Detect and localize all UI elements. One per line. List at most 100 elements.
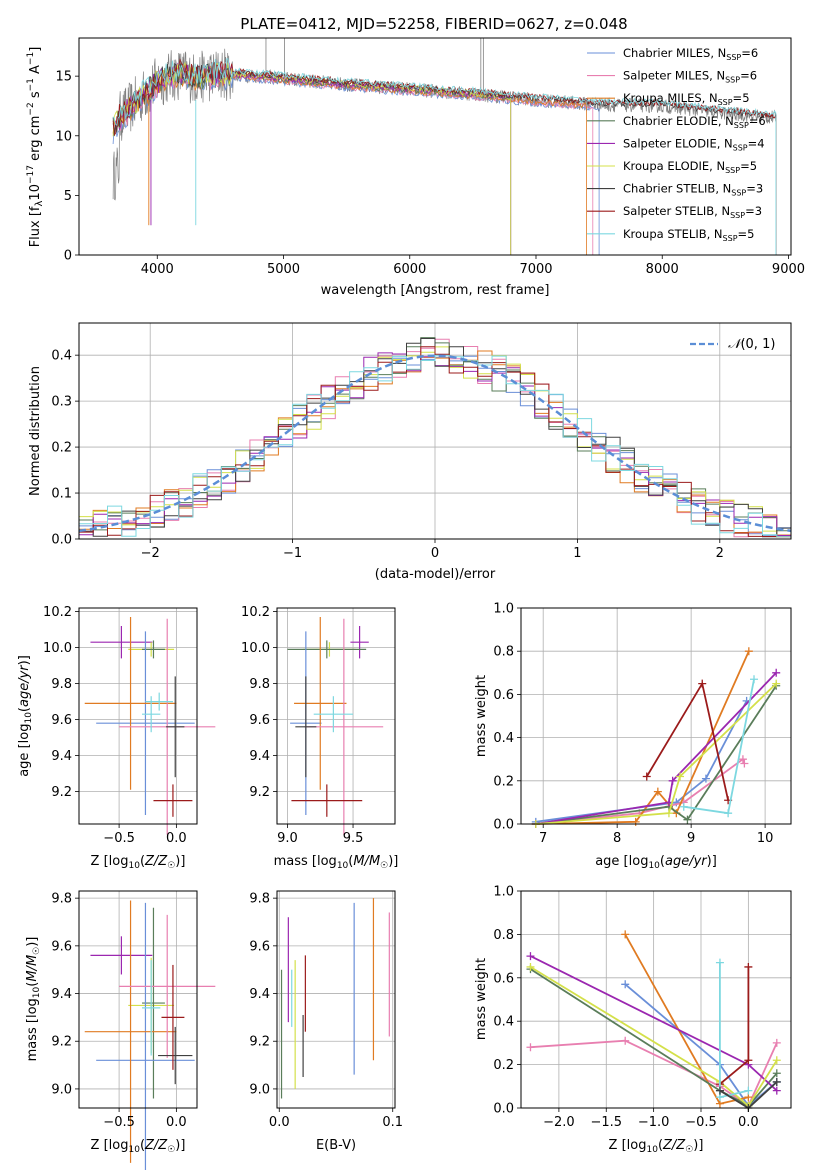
weight-marker xyxy=(744,1086,753,1095)
x-tick-label: −0.5 xyxy=(103,1115,135,1130)
legend-entry-5: Kroupa ELODIE, NSSP=5 xyxy=(623,159,757,175)
y-tick-label: 0.2 xyxy=(493,774,514,789)
x-tick-label: 7 xyxy=(539,831,547,846)
x-tick-label: 10 xyxy=(757,831,774,846)
legend-entry-7: Salpeter STELIB, NSSP=3 xyxy=(623,204,762,220)
weight-marker xyxy=(715,1086,724,1095)
mass-Z-xlabel: Z [log10(Z/Z☉)] xyxy=(91,1138,186,1155)
legend-name: Salpeter STELIB xyxy=(623,204,714,218)
weight-marker xyxy=(668,776,677,785)
y-tick-label: 9.8 xyxy=(249,677,270,692)
y-tick-label: 0.4 xyxy=(493,1015,514,1030)
x-tick-label: 0.0 xyxy=(738,1115,759,1130)
x-tick-label: 0.1 xyxy=(382,1115,403,1130)
weight-marker xyxy=(701,774,710,783)
y-tick-label: 0.2 xyxy=(493,1058,514,1073)
normal-legend-label: 𝒩(0, 1) xyxy=(728,337,775,352)
residual-panel: −2 −1 0 1 2 0.0 0.1 0.2 0.3 0.4 (data-model)/erro… xyxy=(28,322,792,582)
y-tick-label: 9.6 xyxy=(51,939,72,954)
x-tick-label: 9000 xyxy=(772,262,805,277)
y-tick-label: 0.4 xyxy=(493,731,514,746)
weight-line-3 xyxy=(535,685,777,825)
y-tick-label: 9.6 xyxy=(249,939,270,954)
legend-nssp: 3 xyxy=(755,204,762,218)
legend-entry-2: Kroupa MILES, NSSP=5 xyxy=(623,91,750,107)
y-tick-label: 9.4 xyxy=(51,749,72,764)
y-tick-label: 9.2 xyxy=(249,1035,270,1050)
age-Z-xlabel: Z [log10(Z/Z☉)] xyxy=(91,854,186,871)
y-tick-label: 0.3 xyxy=(51,395,72,410)
y-tick-label: 0 xyxy=(64,249,72,264)
weight-Z-ylabel: mass weight xyxy=(474,958,489,1040)
spectrum-title: PLATE=0412, MJD=52258, FIBERID=0627, z=0… xyxy=(240,15,627,33)
y-tick-label: 1.0 xyxy=(493,885,514,900)
y-tick-label: 0.8 xyxy=(493,928,514,943)
weight-marker xyxy=(744,647,753,656)
x-tick-label: 9 xyxy=(687,831,695,846)
weight-marker xyxy=(772,668,781,677)
age-vs-mass-panel: 9.0 9.5 9.2 9.4 9.6 9.8 10.0 10.2 mass [log10(M… xyxy=(241,605,398,871)
y-tick-label: 10 xyxy=(55,129,72,144)
legend-name: Chabrier STELIB xyxy=(623,182,715,196)
y-tick-label: 9.2 xyxy=(249,785,270,800)
weight-marker xyxy=(772,1086,781,1095)
y-tick-label: 9.0 xyxy=(249,1082,270,1097)
y-tick-label: 9.2 xyxy=(51,785,72,800)
y-tick-label: 0.1 xyxy=(51,487,72,502)
y-tick-label: 0.0 xyxy=(493,1102,514,1117)
y-tick-label: 0.0 xyxy=(51,533,72,548)
y-tick-label: 9.6 xyxy=(51,713,72,728)
weight-marker xyxy=(526,1043,535,1052)
legend-nssp: 5 xyxy=(747,227,754,241)
y-tick-label: 9.4 xyxy=(249,987,270,1002)
weight-marker xyxy=(750,675,759,684)
weight-marker xyxy=(744,1056,753,1065)
y-tick-label: 9.8 xyxy=(249,892,270,907)
weight-marker xyxy=(715,958,724,967)
y-tick-label: 10.2 xyxy=(43,605,72,620)
y-tick-label: 9.8 xyxy=(51,677,72,692)
legend-entry-4: Salpeter ELODIE, NSSP=4 xyxy=(623,136,765,152)
y-tick-label: 9.4 xyxy=(249,749,270,764)
legend-entry-6: Chabrier STELIB, NSSP=3 xyxy=(623,182,763,198)
x-tick-label: 0.0 xyxy=(166,831,187,846)
weight-marker xyxy=(676,772,685,781)
spectrum-xlabel: wavelength [Angstrom, rest frame] xyxy=(321,283,550,298)
legend-name: Chabrier ELODIE xyxy=(623,114,718,128)
legend-entry-8: Kroupa STELIB, NSSP=5 xyxy=(623,227,755,243)
legend-name: Kroupa ELODIE xyxy=(623,159,709,173)
x-tick-label: 9.5 xyxy=(343,831,364,846)
weight-marker xyxy=(526,952,535,961)
legend-name: Salpeter ELODIE xyxy=(623,136,717,150)
x-tick-label: 8 xyxy=(613,831,621,846)
age-mass-xlabel: mass [log10(M/M☉)] xyxy=(274,854,399,871)
weight-marker xyxy=(772,1038,781,1047)
x-tick-label: −1.0 xyxy=(638,1115,670,1130)
x-tick-label: 0.0 xyxy=(269,1115,290,1130)
weight-age-ylabel: mass weight xyxy=(474,675,489,757)
weight-marker xyxy=(631,817,640,826)
weight-vs-age-panel: 7 8 9 10 0.0 0.2 0.4 0.6 0.8 1.0 age [log10(age/y… xyxy=(474,602,792,871)
y-tick-label: 15 xyxy=(55,70,72,85)
legend-nssp: 4 xyxy=(757,136,764,150)
x-tick-label: 7000 xyxy=(519,262,552,277)
legend-nssp: 6 xyxy=(758,114,765,128)
y-tick-label: 0.0 xyxy=(493,818,514,833)
weight-vs-Z-panel: −2.0 −1.5 −1.0 −0.5 0.0 0.0 0.2 0.4 0.6 0.8 1.0 Z … xyxy=(474,885,792,1155)
y-tick-label: 10.2 xyxy=(241,605,270,620)
mass-Z-ylabel: mass [log10(M/M☉)] xyxy=(25,937,42,1062)
x-tick-label: 2 xyxy=(716,546,724,561)
mass-vs-Z-panel: −0.5 0.0 9.0 9.2 9.4 9.6 9.8 Z [log10(Z/Z☉)] m… xyxy=(25,890,216,1170)
weight-marker xyxy=(772,1077,781,1086)
normal-curve xyxy=(78,354,792,533)
y-tick-label: 9.0 xyxy=(51,1082,72,1097)
spectrum-legend: Chabrier MILES, NSSP=6 Salpeter MILES, NS… xyxy=(587,46,766,243)
legend-nssp: 6 xyxy=(750,69,757,83)
mass-ebv-xlabel: E(B-V) xyxy=(316,1138,356,1153)
weight-Z-xlabel: Z [log10(Z/Z☉)] xyxy=(609,1138,704,1155)
x-tick-label: 5000 xyxy=(267,262,300,277)
legend-entry-0: Chabrier MILES, NSSP=6 xyxy=(623,46,758,62)
x-tick-label: 0.0 xyxy=(166,1115,187,1130)
x-tick-label: 0 xyxy=(431,546,439,561)
